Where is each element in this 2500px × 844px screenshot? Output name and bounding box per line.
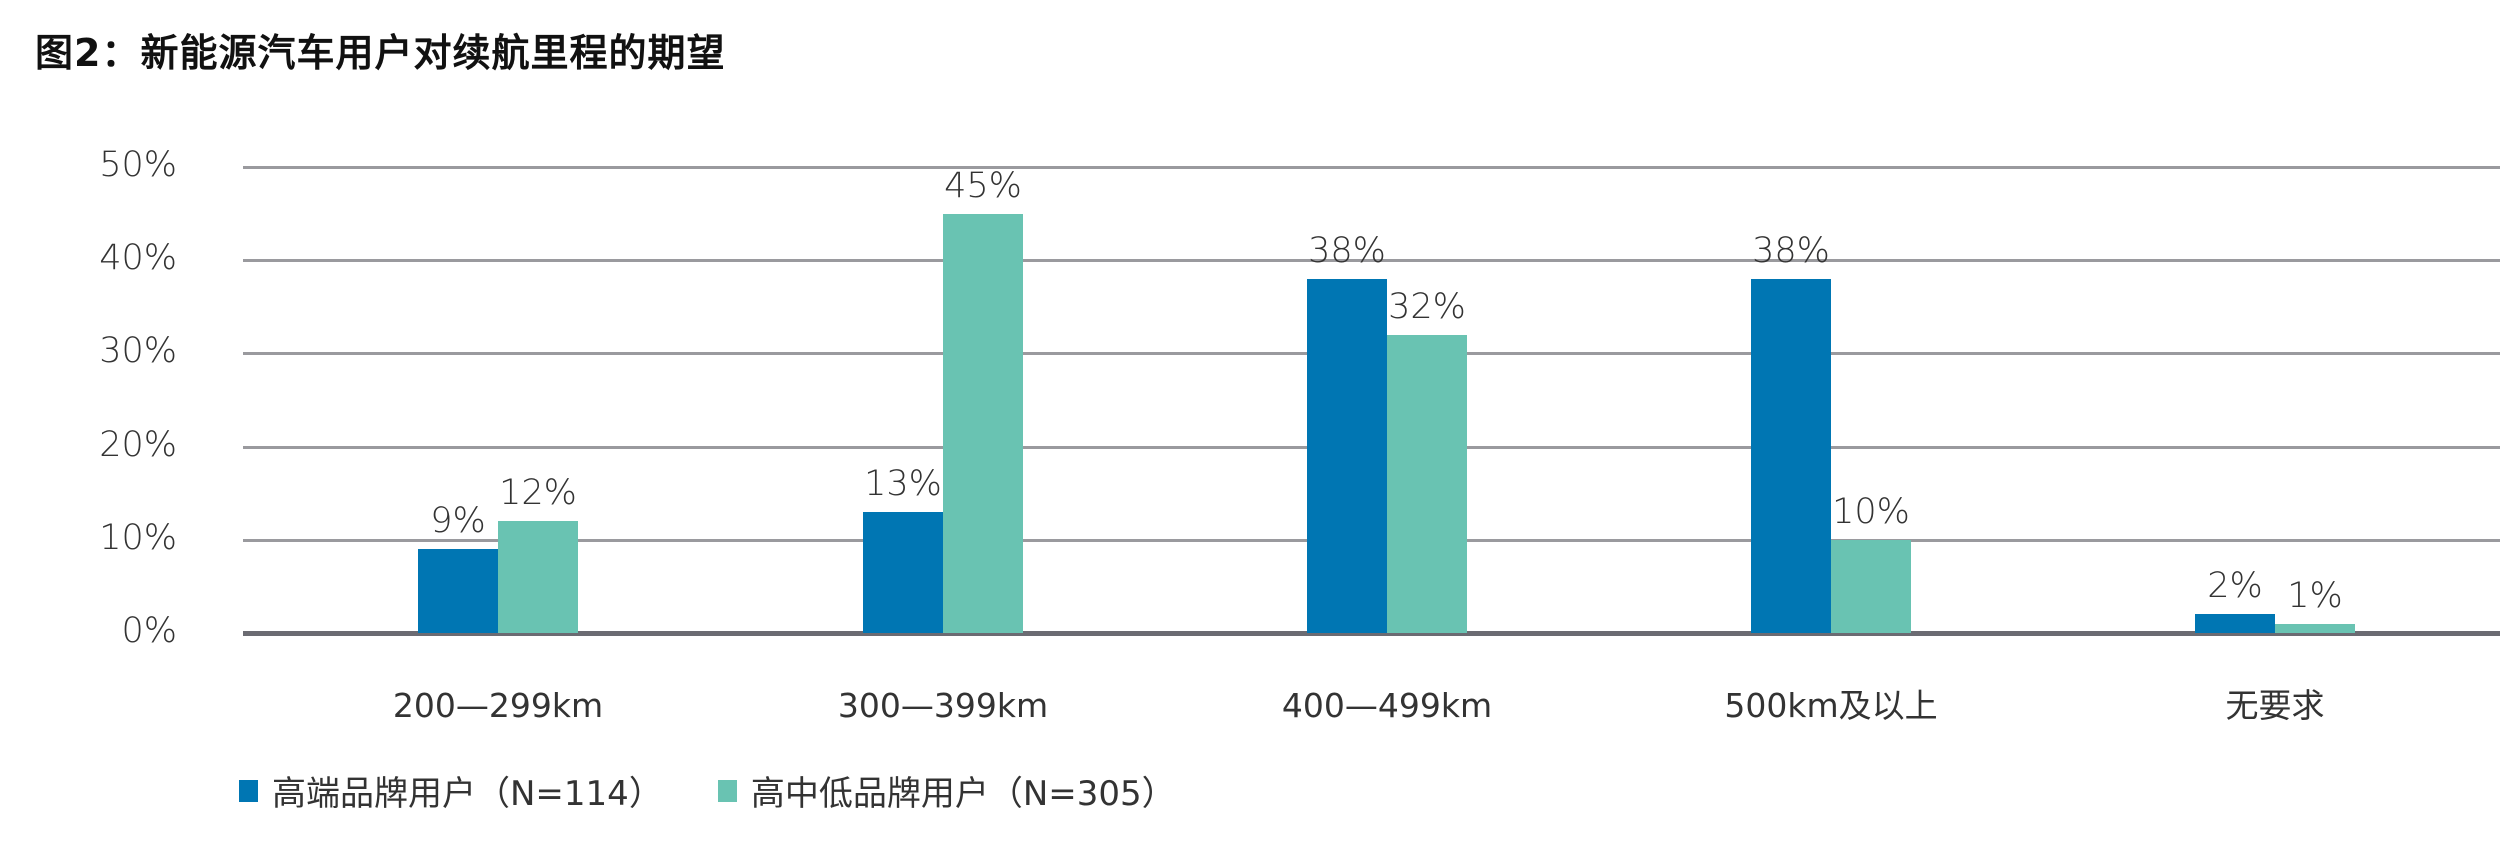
legend-item-mid-low: 高中低品牌用户（N=305） — [717, 766, 1176, 815]
data-label: 10% — [1832, 491, 1910, 532]
data-label: 38% — [1308, 230, 1386, 271]
y-tick-label: 40% — [99, 238, 177, 279]
bar-mid-low — [1831, 539, 1911, 633]
data-label: 12% — [499, 473, 577, 514]
legend-swatch-icon — [239, 779, 258, 802]
bar-high-end — [1751, 278, 1831, 633]
bar-high-end — [1307, 278, 1387, 633]
legend-label: 高中低品牌用户（N=305） — [750, 774, 1176, 814]
data-label: 45% — [944, 165, 1022, 206]
legend: 高端品牌用户（N=114） 高中低品牌用户（N=305） — [239, 766, 1231, 815]
x-tick-label: 500km及以上 — [1724, 686, 1938, 725]
bar-mid-low — [498, 521, 578, 633]
bar-high-end — [2195, 614, 2275, 633]
data-label: 13% — [864, 463, 942, 504]
legend-item-high-end: 高端品牌用户（N=114） — [239, 766, 663, 815]
x-tick-label: 200—299km — [392, 686, 604, 725]
x-tick-label: 无要求 — [2225, 686, 2325, 725]
y-tick-label: 0% — [121, 611, 177, 651]
legend-swatch-icon — [717, 779, 737, 802]
chart-title: 图2：新能源汽车用户对续航里程的期望 — [35, 31, 726, 75]
bar-high-end — [863, 511, 943, 633]
data-label: 32% — [1388, 286, 1466, 327]
bar-mid-low — [943, 213, 1023, 633]
x-axis-line — [243, 631, 2500, 636]
y-tick-label: 50% — [99, 145, 177, 185]
data-label: 38% — [1752, 230, 1830, 271]
data-label: 1% — [2287, 575, 2343, 616]
bar-high-end — [418, 549, 498, 633]
legend-label: 高端品牌用户（N=114） — [272, 774, 663, 814]
data-label: 9% — [430, 501, 486, 542]
bar-mid-low — [1387, 334, 1467, 633]
bar-mid-low — [2275, 623, 2355, 633]
y-tick-label: 30% — [99, 331, 177, 372]
gridline — [243, 259, 2500, 263]
gridline — [243, 166, 2500, 169]
data-label: 2% — [2207, 566, 2263, 607]
x-tick-label: 300—399km — [837, 686, 1049, 725]
y-tick-label: 10% — [99, 517, 177, 558]
x-tick-label: 400—499km — [1281, 686, 1493, 725]
y-tick-label: 20% — [99, 424, 177, 465]
